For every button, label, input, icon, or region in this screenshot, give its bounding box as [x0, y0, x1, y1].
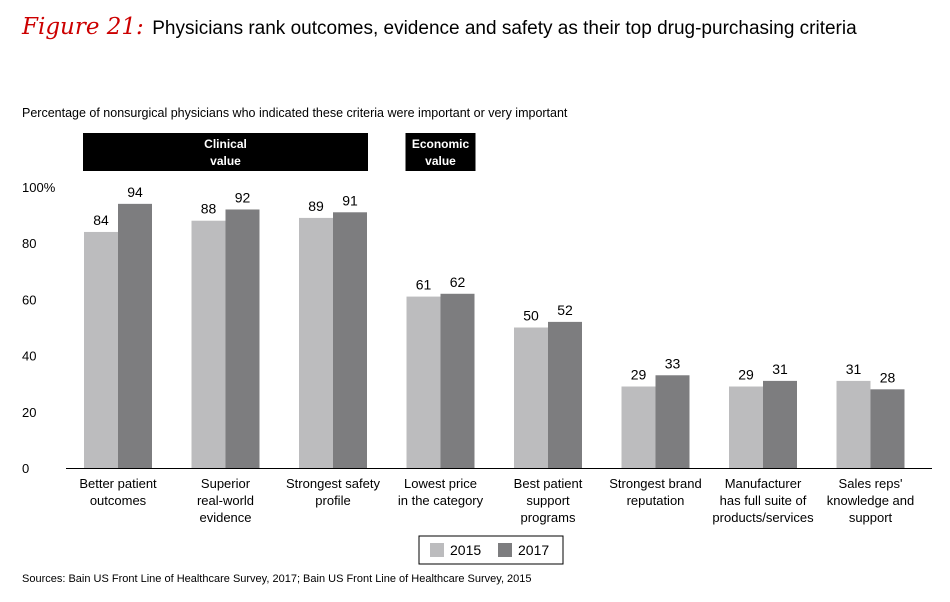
y-tick-label: 100%	[22, 180, 56, 195]
category-label: Strongest brand	[609, 476, 702, 491]
figure-title-text: Physicians rank outcomes, evidence and s…	[152, 18, 857, 39]
bar-2017-3	[333, 212, 367, 468]
category-label: programs	[521, 510, 576, 525]
data-label: 29	[738, 367, 754, 383]
data-label: 94	[127, 184, 143, 200]
data-label: 33	[665, 355, 681, 371]
group-header-label: Clinical	[204, 137, 247, 151]
bar-2015-2	[191, 220, 226, 468]
y-tick-label: 80	[22, 236, 36, 251]
group-header-label: Economic	[412, 137, 470, 151]
data-label: 61	[416, 277, 432, 293]
category-label: evidence	[199, 510, 251, 525]
category-label: Manufacturer	[725, 476, 802, 491]
bar-chart: 100% 80 60 40 20 0 Clinical value Economic value 8…	[22, 133, 932, 565]
bar-2017-7	[763, 380, 797, 468]
category-label: Lowest price	[404, 476, 477, 491]
y-tick-label: 60	[22, 292, 36, 307]
data-label: 29	[631, 367, 647, 383]
group-header-box	[83, 133, 368, 171]
data-label: 84	[93, 212, 109, 228]
bar-2015-7	[729, 386, 763, 468]
category-label: Strongest safety	[286, 476, 380, 491]
category-label: real-world	[197, 493, 254, 508]
group-header-label: value	[210, 154, 241, 168]
bar-2015-4	[406, 296, 441, 468]
category-label: outcomes	[90, 493, 147, 508]
bar-2017-5	[548, 321, 582, 468]
bar-2015-8	[836, 380, 871, 468]
bar-2017-1	[118, 203, 152, 469]
data-label: 62	[450, 274, 466, 290]
category-label: support	[526, 493, 570, 508]
legend-swatch-2015	[430, 543, 444, 557]
data-label: 88	[201, 201, 217, 217]
legend-swatch-2017	[498, 543, 512, 557]
data-label: 91	[342, 192, 358, 208]
source-note: Sources: Bain US Front Line of Healthcar…	[22, 573, 532, 585]
group-header-label: value	[425, 154, 456, 168]
y-tick-label: 40	[22, 349, 36, 364]
y-tick-label: 20	[22, 405, 36, 420]
data-label: 50	[523, 308, 539, 324]
legend-label: 2015	[450, 542, 481, 558]
category-label: has full suite of	[720, 493, 807, 508]
chart-subtitle: Percentage of nonsurgical physicians who…	[22, 106, 568, 120]
bar-2015-3	[299, 217, 333, 468]
category-label: support	[849, 510, 893, 525]
bar-2015-6	[621, 386, 656, 468]
figure-title: Figure 21: Physicians rank outcomes, evi…	[22, 14, 857, 40]
y-tick-label: 0	[22, 461, 29, 476]
bar-2017-8	[870, 389, 905, 468]
data-label: 31	[772, 361, 788, 377]
bar-2015-1	[84, 231, 118, 468]
data-label: 52	[557, 302, 573, 318]
data-label: 92	[235, 189, 251, 205]
category-label: Better patient	[79, 476, 157, 491]
data-label: 89	[308, 198, 324, 214]
group-header-box	[405, 133, 476, 171]
category-label: products/services	[712, 510, 814, 525]
category-label: Best patient	[514, 476, 583, 491]
data-label: 31	[846, 361, 862, 377]
category-label: in the category	[398, 493, 484, 508]
bar-2015-5	[514, 327, 548, 468]
data-label: 28	[880, 369, 896, 385]
bar-2017-4	[440, 293, 475, 468]
category-label: Superior	[201, 476, 251, 491]
bar-2017-2	[225, 209, 260, 469]
category-label: Sales reps'	[839, 476, 903, 491]
category-label: reputation	[627, 493, 685, 508]
category-label: profile	[315, 493, 350, 508]
legend-label: 2017	[518, 542, 549, 558]
category-label: knowledge and	[827, 493, 914, 508]
figure-label: Figure 21:	[22, 14, 144, 40]
bar-2017-6	[655, 375, 690, 468]
